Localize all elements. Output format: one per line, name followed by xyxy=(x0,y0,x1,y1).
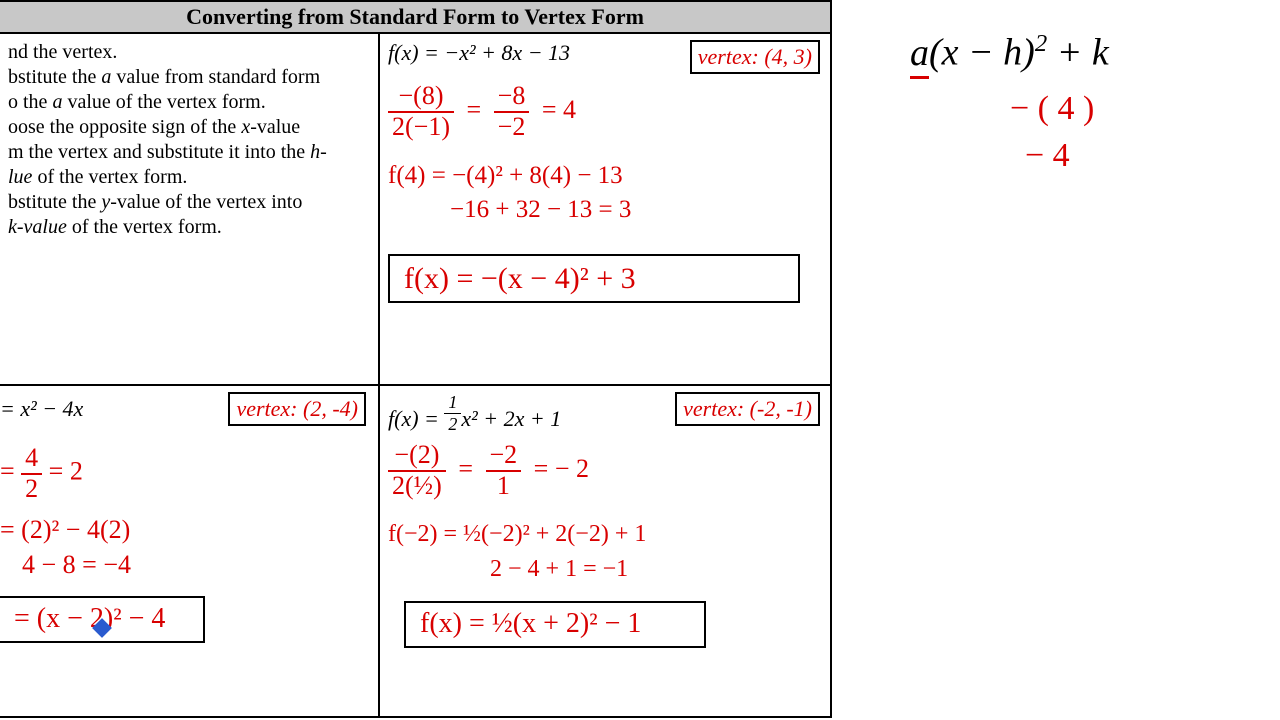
ex3-work3: 2 − 4 + 1 = −1 xyxy=(490,556,628,582)
example1-cell: f(x) = −x² + 8x − 13 vertex: (4, 3) −(8)… xyxy=(380,34,830,386)
ex3-answer: f(x) = ½(x + 2)² − 1 xyxy=(420,608,641,639)
instr-line: nd the vertex. xyxy=(8,40,370,65)
ex2-work3: 4 − 8 = −4 xyxy=(22,551,131,580)
example3-cell: f(x) = 12x² + 2x + 1 vertex: (-2, -1) −(… xyxy=(380,386,830,716)
vertex-formula: a(x − h)2 + k xyxy=(910,30,1260,75)
instr-line: k-value of the vertex form. xyxy=(8,215,370,240)
ex1-answer-box: f(x) = −(x − 4)² + 3 xyxy=(388,254,800,303)
ex2-answer: = (x − 2)² − 4 xyxy=(14,603,165,634)
worksheet-table: Converting from Standard Form to Vertex … xyxy=(0,0,832,718)
side-note-1: − ( 4 ) xyxy=(1010,90,1280,127)
ex1-vertex-box: vertex: (4, 3) xyxy=(690,40,820,74)
ex2-work2: = (2)² − 4(2) xyxy=(0,516,130,545)
worksheet-title: Converting from Standard Form to Vertex … xyxy=(0,2,830,34)
ex3-work1: −(2)2(½) = −21 = − 2 xyxy=(388,441,589,500)
ex3-work2: f(−2) = ½(−2)² + 2(−2) + 1 xyxy=(388,521,646,547)
ex2-equation: = x² − 4x xyxy=(0,396,83,422)
row-1: nd the vertex. bstitute the a value from… xyxy=(0,34,830,386)
ex3-answer-box: f(x) = ½(x + 2)² − 1 xyxy=(404,601,706,648)
example2-cell: = x² − 4x vertex: (2, -4) = 42 = 2 = (2)… xyxy=(0,386,380,716)
instructions-cell: nd the vertex. bstitute the a value from… xyxy=(0,34,380,386)
ex1-equation: f(x) = −x² + 8x − 13 xyxy=(388,40,570,66)
ex1-answer: f(x) = −(x − 4)² + 3 xyxy=(404,262,636,295)
ex2-vertex-box: vertex: (2, -4) xyxy=(228,392,366,426)
ex3-equation: f(x) = 12x² + 2x + 1 xyxy=(388,392,561,435)
ex1-work3: −16 + 32 − 13 = 3 xyxy=(450,196,631,224)
instr-line: bstitute the y-value of the vertex into xyxy=(8,190,370,215)
ex1-work2: f(4) = −(4)² + 8(4) − 13 xyxy=(388,162,623,190)
instr-line: lue of the vertex form. xyxy=(8,165,370,190)
instr-line: bstitute the a value from standard form xyxy=(8,65,370,90)
side-note-2: − 4 xyxy=(1025,137,1280,174)
instr-line: o the a value of the vertex form. xyxy=(8,90,370,115)
side-notes: a(x − h)2 + k − ( 4 ) − 4 xyxy=(910,30,1260,149)
ex2-work1: = 42 = 2 xyxy=(0,444,83,503)
ex1-work1: −(8)2(−1) = −8−2 = 4 xyxy=(388,82,576,141)
ex3-vertex-box: vertex: (-2, -1) xyxy=(675,392,820,426)
row-2: = x² − 4x vertex: (2, -4) = 42 = 2 = (2)… xyxy=(0,386,830,716)
instr-line: oose the opposite sign of the x-value xyxy=(8,115,370,140)
instr-line: m the vertex and substitute it into the … xyxy=(8,140,370,165)
